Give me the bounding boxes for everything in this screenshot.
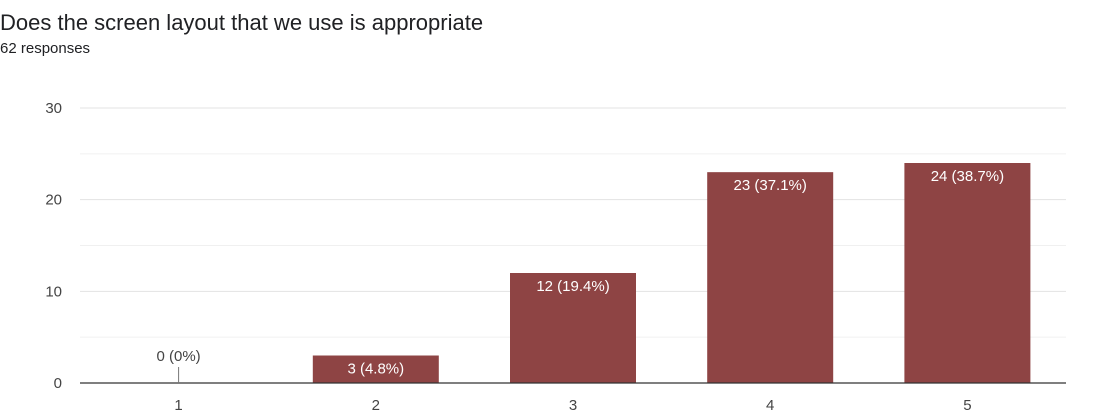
y-tick-label: 20 [45, 192, 62, 209]
x-tick-label: 2 [372, 397, 380, 414]
response-count: 62 responses [0, 40, 91, 57]
bar [510, 273, 636, 383]
y-tick-label: 0 [54, 375, 62, 392]
x-tick-label: 5 [963, 397, 971, 414]
data-label: 12 (19.4%) [536, 278, 609, 295]
x-tick-label: 4 [766, 397, 774, 414]
bars [312, 163, 1031, 383]
data-label: 0 (0%) [157, 348, 201, 365]
bar [312, 355, 439, 383]
data-label: 23 (37.1%) [734, 177, 807, 194]
y-axis-ticks: 0 10 20 30 [45, 100, 62, 392]
x-tick-label: 1 [174, 397, 182, 414]
x-tick-label: 3 [569, 397, 577, 414]
chart-title: Does the screen layout that we use is ap… [0, 10, 484, 35]
data-label: 24 (38.7%) [931, 168, 1004, 185]
x-axis-ticks: 1 2 3 4 5 [174, 397, 971, 414]
data-labels: 0 (0%) 3 (4.8%) 12 (19.4%) 23 (37.1%) 24 (38… [157, 168, 1004, 383]
bar [904, 163, 1031, 383]
y-tick-label: 10 [45, 283, 62, 300]
data-label: 3 (4.8%) [347, 361, 404, 378]
bar [707, 172, 834, 383]
y-tick-label: 30 [45, 100, 62, 117]
